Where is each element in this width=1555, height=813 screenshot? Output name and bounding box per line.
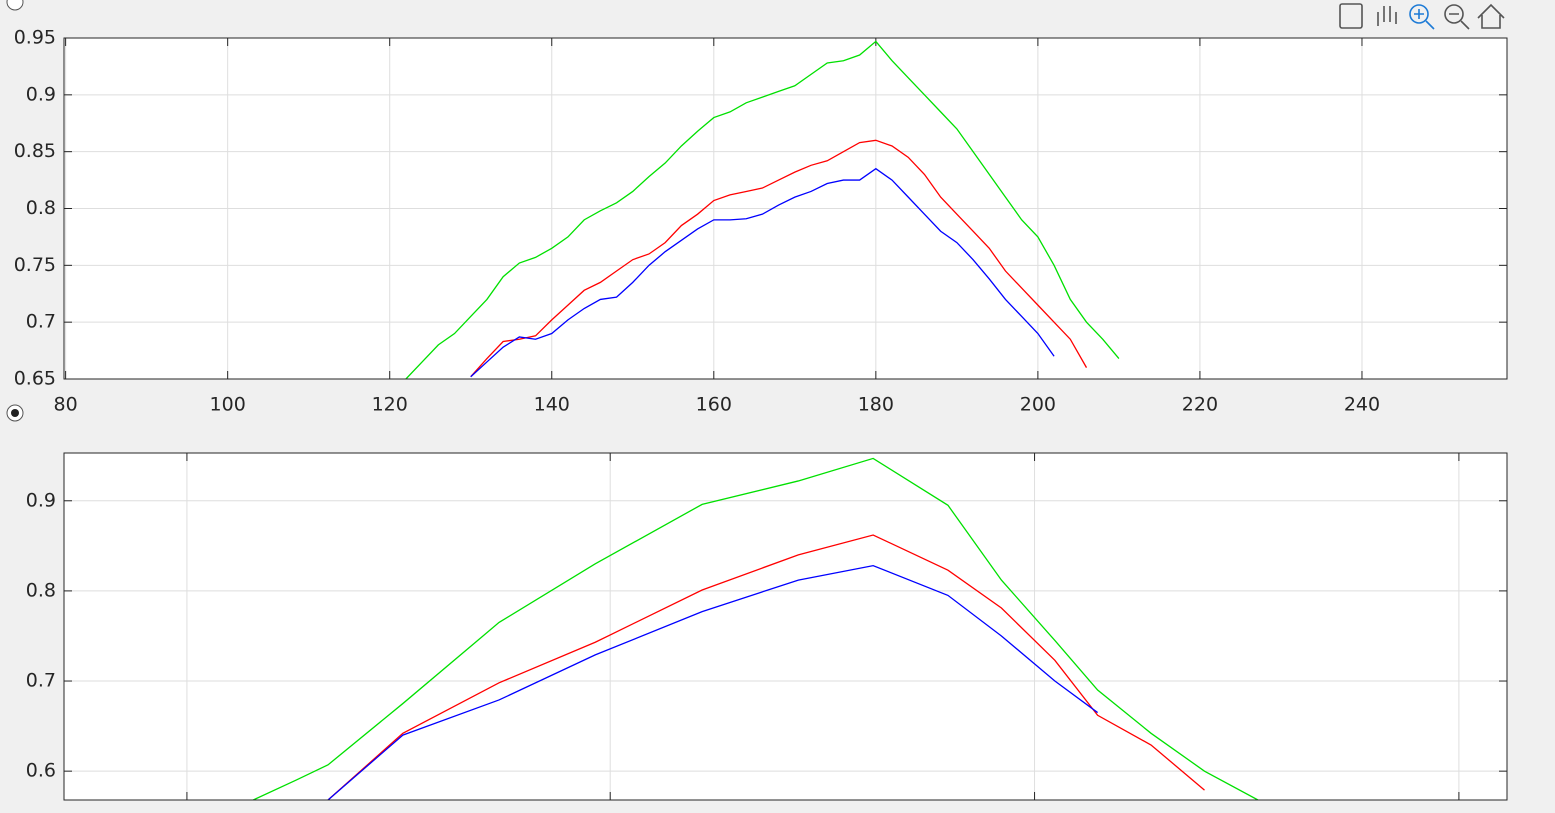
zoom-in-icon[interactable] — [1409, 4, 1435, 30]
x-tick-label: 220 — [1182, 394, 1218, 416]
series-line — [327, 564, 1099, 800]
series-line — [470, 167, 1055, 378]
series-line — [327, 534, 1205, 800]
series-line — [252, 457, 1259, 800]
plot-lines — [405, 40, 1120, 379]
pan-icon[interactable] — [1377, 6, 1397, 26]
zoom-out-icon[interactable] — [1444, 4, 1470, 30]
y-tick-label: 0.6 — [26, 760, 56, 782]
plots: 80 100 120 140 160 180 200 220 240 0.65 0.7 0.75 0.8… — [14, 27, 1508, 801]
y-tick-label: 0.65 — [14, 368, 56, 390]
x-tick-label: 140 — [534, 394, 570, 416]
x-tick-label: 120 — [372, 394, 408, 416]
y-tick-label: 0.7 — [26, 311, 56, 333]
y-tick-label: 0.8 — [26, 197, 56, 219]
y-tick-label: 0.75 — [14, 254, 56, 276]
y-tick-label: 0.8 — [26, 579, 56, 601]
y-tick-label: 0.9 — [26, 83, 56, 105]
y-tick-label: 0.95 — [14, 27, 56, 49]
y-tick-label: 0.9 — [26, 489, 56, 511]
axes-toolbar — [1339, 3, 1505, 30]
plot-lines — [252, 457, 1259, 800]
x-tick-label: 240 — [1344, 394, 1380, 416]
axes-box — [63, 452, 1508, 801]
axes-background — [64, 453, 1507, 800]
export-icon[interactable] — [1339, 3, 1363, 29]
x-tick-label: 200 — [1020, 394, 1056, 416]
series-line — [470, 139, 1088, 378]
x-tick-label: 160 — [696, 394, 732, 416]
y-tick-label: 0.7 — [26, 670, 56, 692]
x-tick-label: 180 — [858, 394, 894, 416]
x-tick-label: 100 — [210, 394, 246, 416]
axes-box — [63, 37, 1508, 380]
radio-button[interactable] — [6, 404, 24, 422]
x-tick-label: 80 — [54, 394, 78, 416]
series-line — [405, 40, 1120, 379]
radio-button[interactable] — [6, 0, 24, 11]
home-icon[interactable] — [1477, 3, 1505, 29]
y-tick-label: 0.85 — [14, 140, 56, 162]
